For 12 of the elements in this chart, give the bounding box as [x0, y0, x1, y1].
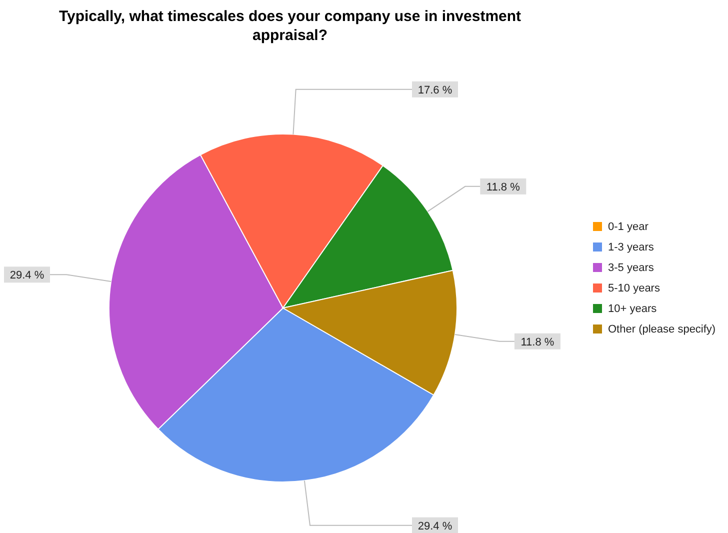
- data-label: 29.4 %: [418, 520, 452, 532]
- legend-label: 3-5 years: [608, 262, 654, 274]
- data-label: 11.8 %: [486, 181, 520, 194]
- legend-label: 10+ years: [608, 303, 658, 315]
- legend-label: 1-3 years: [608, 242, 654, 254]
- chart-title: Typically, what timescales does your company use in investment appraisal?: [58, 8, 522, 44]
- legend-label: 5-10 years: [608, 282, 660, 294]
- data-label: 11.8 %: [520, 336, 554, 348]
- data-label: 29.4 %: [10, 270, 44, 282]
- legend-label: Other (please specify): [608, 324, 716, 336]
- legend-label: 0-1 year: [608, 221, 649, 233]
- data-label: 17.6 %: [418, 84, 452, 96]
